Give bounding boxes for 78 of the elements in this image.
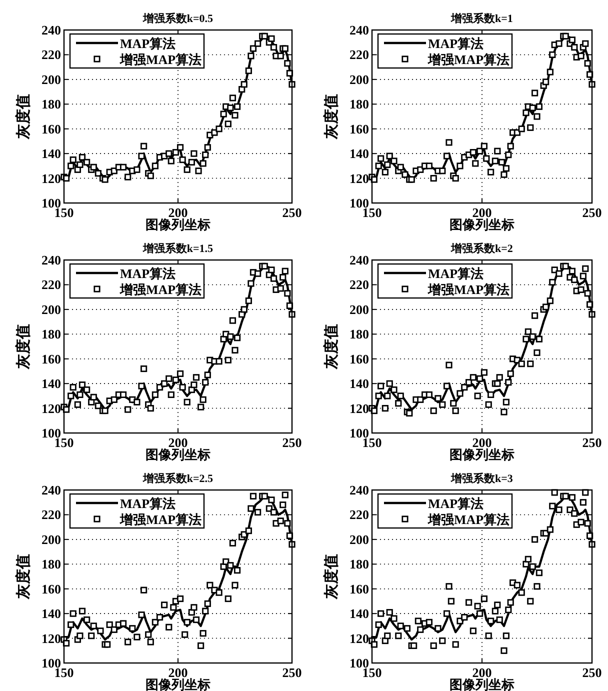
y-axis-title: 灰度值 xyxy=(322,94,340,140)
x-tick-label: 250 xyxy=(582,665,602,680)
y-tick-label: 140 xyxy=(350,376,369,392)
y-tick-label: 220 xyxy=(350,277,369,292)
y-tick-label: 120 xyxy=(350,170,369,186)
y-tick-label: 160 xyxy=(42,581,61,596)
legend-label: MAP算法 xyxy=(428,36,484,51)
y-tick-label: 160 xyxy=(350,581,369,596)
legend-label: MAP算法 xyxy=(428,496,484,511)
y-tick-label: 180 xyxy=(350,96,369,112)
y-tick-label: 180 xyxy=(42,96,61,112)
y-tick-label: 160 xyxy=(350,351,369,366)
y-tick-label: 220 xyxy=(42,47,61,62)
x-tick-label: 250 xyxy=(282,205,302,220)
y-tick-label: 200 xyxy=(42,532,61,547)
legend-label: 增强MAP算法 xyxy=(119,52,202,67)
x-axis-title: 图像列坐标 xyxy=(146,447,210,462)
y-tick-label: 240 xyxy=(42,22,61,38)
y-tick-label: 120 xyxy=(350,630,369,646)
y-tick-label: 200 xyxy=(350,72,369,87)
legend-label: 增强MAP算法 xyxy=(119,512,202,527)
y-tick-label: 120 xyxy=(42,630,61,646)
y-axis-title: 灰度值 xyxy=(14,554,32,600)
y-tick-label: 140 xyxy=(42,606,61,622)
legend-label: MAP算法 xyxy=(120,266,176,281)
x-axis-title: 图像列坐标 xyxy=(450,447,514,462)
y-tick-label: 240 xyxy=(42,482,61,498)
y-tick-label: 220 xyxy=(350,507,369,522)
y-tick-label: 240 xyxy=(350,22,369,38)
y-tick-label: 140 xyxy=(42,376,61,392)
y-tick-label: 140 xyxy=(350,606,369,622)
y-tick-label: 120 xyxy=(350,400,369,416)
y-tick-label: 200 xyxy=(42,302,61,317)
y-tick-label: 160 xyxy=(42,121,61,136)
legend-label: MAP算法 xyxy=(120,36,176,51)
chart-title: 增强系数k=3 xyxy=(450,472,514,485)
y-tick-label: 200 xyxy=(42,72,61,87)
y-axis-title: 灰度值 xyxy=(14,94,32,140)
y-tick-label: 180 xyxy=(42,326,61,342)
chart-title: 增强系数k=0.5 xyxy=(142,12,214,25)
y-tick-label: 160 xyxy=(42,351,61,366)
legend-label: 增强MAP算法 xyxy=(427,282,510,297)
y-axis-title: 灰度值 xyxy=(322,554,340,600)
y-tick-label: 160 xyxy=(350,121,369,136)
legend-label: 增强MAP算法 xyxy=(119,282,202,297)
legend-label: 增强MAP算法 xyxy=(427,52,510,67)
y-tick-label: 220 xyxy=(350,47,369,62)
x-tick-label: 250 xyxy=(582,435,602,450)
y-tick-label: 120 xyxy=(42,400,61,416)
x-tick-label: 250 xyxy=(282,665,302,680)
chart-title: 增强系数k=2.5 xyxy=(142,472,214,485)
y-tick-label: 180 xyxy=(42,556,61,572)
y-tick-label: 220 xyxy=(42,507,61,522)
x-axis-title: 图像列坐标 xyxy=(146,677,210,691)
y-tick-label: 220 xyxy=(42,277,61,292)
y-tick-label: 200 xyxy=(350,302,369,317)
y-tick-label: 180 xyxy=(350,556,369,572)
x-axis-title: 图像列坐标 xyxy=(450,217,514,232)
legend-label: MAP算法 xyxy=(428,266,484,281)
y-tick-label: 240 xyxy=(350,482,369,498)
x-axis-title: 图像列坐标 xyxy=(146,217,210,232)
y-tick-label: 140 xyxy=(42,146,61,162)
y-axis-title: 灰度值 xyxy=(322,324,340,370)
y-axis-title: 灰度值 xyxy=(14,324,32,370)
chart-title: 增强系数k=1 xyxy=(450,12,513,25)
chart-title: 增强系数k=1.5 xyxy=(142,242,214,255)
y-tick-label: 140 xyxy=(350,146,369,162)
x-tick-label: 250 xyxy=(582,205,602,220)
chart-title: 增强系数k=2 xyxy=(450,242,514,255)
y-tick-label: 240 xyxy=(350,252,369,268)
y-tick-label: 120 xyxy=(42,170,61,186)
y-tick-label: 240 xyxy=(42,252,61,268)
y-tick-label: 180 xyxy=(350,326,369,342)
legend-label: MAP算法 xyxy=(120,496,176,511)
x-tick-label: 250 xyxy=(282,435,302,450)
y-tick-label: 200 xyxy=(350,532,369,547)
x-axis-title: 图像列坐标 xyxy=(450,677,514,691)
legend-label: 增强MAP算法 xyxy=(427,512,510,527)
